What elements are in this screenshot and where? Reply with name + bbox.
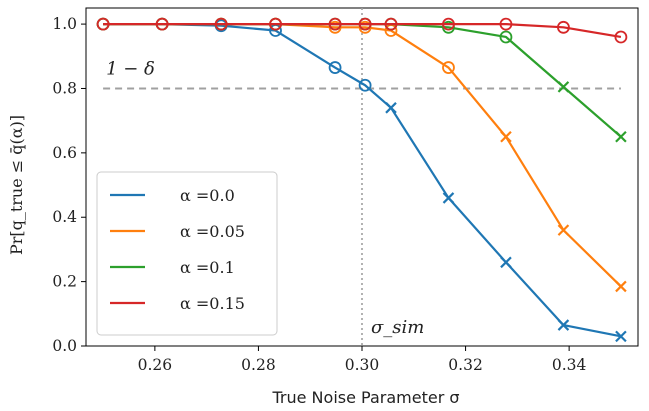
sigma-sim-label: σ_sim <box>371 317 424 338</box>
y-tick-label-3: 0.6 <box>52 144 77 162</box>
legend-label-1: α =0.05 <box>180 222 245 241</box>
point-circle-2-8 <box>499 30 513 44</box>
x-axis-label: True Noise Parameter σ <box>271 388 459 407</box>
point-circle-0-4 <box>328 61 342 74</box>
x-tick-label-0: 0.26 <box>138 356 173 374</box>
reference-lines: 1 − δ σ_sim <box>103 8 621 346</box>
point-circle-1-7 <box>442 61 455 74</box>
x-tick-label-3: 0.32 <box>448 356 483 374</box>
point-x-0-7 <box>442 192 455 204</box>
series-layer <box>96 17 628 343</box>
point-x-0-10 <box>615 330 627 343</box>
point-circle-3-9 <box>557 20 570 34</box>
point-x-2-9 <box>557 81 570 93</box>
y-tick-label-0: 0.0 <box>52 337 77 355</box>
legend-box <box>96 171 278 336</box>
ticks-layer: 0.26 0.28 0.30 0.32 0.34 0.0 0.2 0.4 0.6 0.8 1.0 <box>52 15 586 374</box>
point-circle-3-3 <box>269 17 282 31</box>
point-circle-3-1 <box>155 17 169 31</box>
legend-label-2: α =0.1 <box>180 258 235 277</box>
threshold-label: 1 − δ <box>106 58 155 79</box>
y-tick-label-1: 0.2 <box>52 273 77 291</box>
series-line-3 <box>103 23 622 39</box>
point-circle-3-6 <box>384 17 398 31</box>
point-circle-3-4 <box>328 17 342 31</box>
point-x-1-10 <box>615 280 627 293</box>
y-axis-label: Pr[q_true ≤ q̄(α)] <box>7 115 26 255</box>
legend-label-0: α =0.0 <box>180 186 235 205</box>
point-circle-3-8 <box>499 17 513 31</box>
point-x-1-8 <box>500 130 512 143</box>
point-circle-3-7 <box>442 17 455 31</box>
x-tick-label-4: 0.34 <box>552 356 587 374</box>
y-tick-label-2: 0.4 <box>52 208 77 226</box>
point-circle-3-10 <box>614 30 628 44</box>
series-3 <box>96 17 628 44</box>
point-x-0-9 <box>557 319 570 331</box>
point-circle-3-5 <box>358 17 372 31</box>
legend: α =0.0 α =0.05 α =0.1 α =0.15 <box>96 171 278 336</box>
point-x-2-10 <box>615 130 627 143</box>
point-x-0-8 <box>500 256 512 269</box>
y-tick-label-4: 0.8 <box>52 79 77 97</box>
point-circle-3-0 <box>96 17 110 31</box>
y-tick-label-5: 1.0 <box>52 15 77 33</box>
point-x-1-9 <box>557 224 570 236</box>
legend-label-3: α =0.15 <box>180 294 245 313</box>
point-circle-3-2 <box>214 17 228 31</box>
point-circle-0-5 <box>358 78 372 92</box>
point-x-0-6 <box>385 102 397 114</box>
x-tick-label-2: 0.30 <box>345 356 380 374</box>
x-tick-label-1: 0.28 <box>241 356 276 374</box>
